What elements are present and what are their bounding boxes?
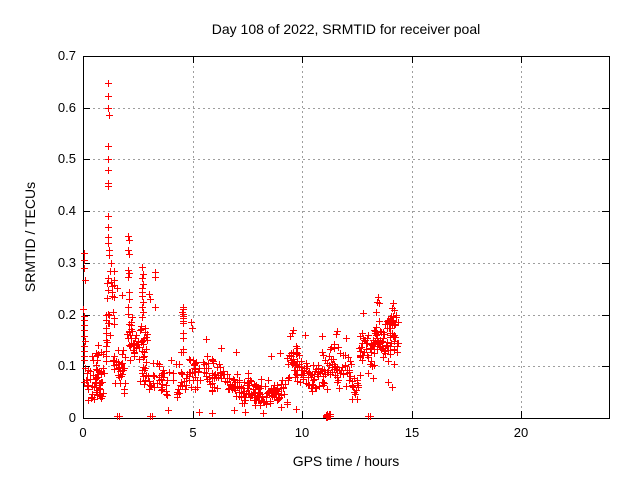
y-tick-label: 0.2: [57, 307, 76, 322]
x-tick-label: 0: [79, 425, 87, 440]
scatter-points: [80, 80, 402, 421]
y-tick-label: 0.7: [57, 48, 76, 63]
y-tick-label: 0.4: [57, 203, 76, 218]
y-tick-label: 0.5: [57, 151, 76, 166]
chart-title: Day 108 of 2022, SRMTID for receiver poa…: [211, 21, 481, 37]
x-tick-label: 5: [189, 425, 197, 440]
scatter-marker-path: [80, 80, 402, 421]
x-axis-label: GPS time / hours: [292, 453, 400, 469]
x-tick-label: 15: [404, 425, 420, 440]
y-tick-label: 0.3: [57, 255, 76, 270]
y-tick-label: 0.6: [57, 100, 76, 115]
plot-border: [83, 56, 610, 419]
x-tick-label: 10: [294, 425, 310, 440]
y-tick-label: 0.1: [57, 358, 76, 373]
y-tick-label: 0: [68, 410, 76, 425]
x-tick-label: 20: [513, 425, 529, 440]
